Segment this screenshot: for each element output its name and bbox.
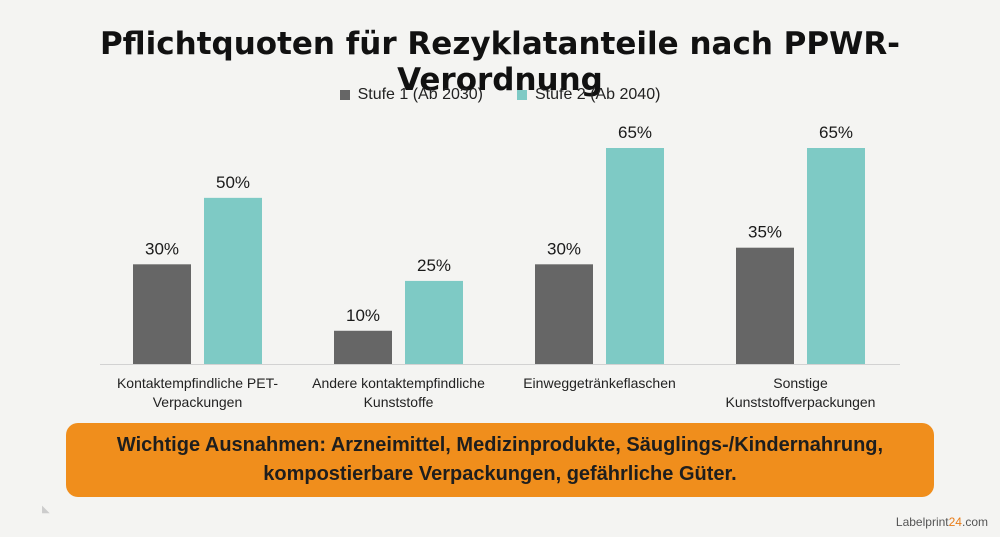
legend-swatch-stufe-2 bbox=[517, 90, 527, 100]
category-label-2-line-1: Andere kontaktempfindliche bbox=[312, 375, 485, 391]
category-label-4-line-2: Kunststoffverpackungen bbox=[726, 394, 876, 410]
exceptions-line-2: kompostierbare Verpackungen, gefährliche… bbox=[263, 463, 737, 485]
exceptions-banner: Wichtige Ausnahmen: Arzneimittel, Medizi… bbox=[66, 423, 934, 497]
bar-2-1 bbox=[204, 197, 262, 364]
bar-1-2 bbox=[334, 330, 392, 364]
chart-title: Pflichtquoten für Rezyklatanteile nach P… bbox=[99, 26, 901, 98]
data-label-1-4: 35% bbox=[748, 223, 782, 242]
category-label-2-line-2: Kunststoffe bbox=[364, 394, 434, 410]
legend-item-stufe-1: Stufe 1 (Ab 2030) bbox=[339, 86, 483, 104]
data-label-1-1: 30% bbox=[145, 239, 179, 258]
bar-2-2 bbox=[405, 280, 463, 364]
chart-legend: Stufe 1 (Ab 2030) Stufe 2 (Ab 2040) bbox=[0, 86, 1000, 104]
data-label-1-2: 10% bbox=[346, 306, 380, 325]
bar-chart: 30% 50% Kontaktempfindliche PET- Verpackung… bbox=[100, 123, 900, 410]
category-label-1-line-1: Kontaktempfindliche PET- bbox=[117, 375, 278, 391]
data-label-2-1: 50% bbox=[216, 173, 250, 192]
data-label-2-4: 65% bbox=[819, 123, 853, 142]
data-label-2-3: 65% bbox=[618, 123, 652, 142]
bar-2-3 bbox=[606, 148, 664, 364]
corner-mark-icon: ◣ bbox=[42, 504, 50, 515]
legend-item-stufe-2: Stufe 2 (Ab 2040) bbox=[517, 86, 660, 104]
exceptions-line-1: Wichtige Ausnahmen: Arzneimittel, Medizi… bbox=[116, 434, 884, 456]
legend-label-stufe-1: Stufe 1 (Ab 2030) bbox=[357, 86, 483, 103]
bar-1-3 bbox=[535, 264, 593, 364]
legend-label-stufe-2: Stufe 2 (Ab 2040) bbox=[535, 86, 661, 103]
brand-logo: Labelprint24.com bbox=[896, 515, 988, 529]
brand-suffix: .com bbox=[961, 515, 988, 529]
category-label-1-line-2: Verpackungen bbox=[153, 394, 243, 410]
bar-1-1 bbox=[133, 264, 191, 364]
bar-2-4 bbox=[807, 148, 865, 364]
bar-1-4 bbox=[736, 247, 794, 364]
category-label-4-line-1: Sonstige bbox=[773, 375, 828, 391]
brand-accent: 24 bbox=[948, 515, 962, 529]
brand-name: Labelprint bbox=[895, 515, 949, 529]
category-label-3-line-1: Einweggetränkeflaschen bbox=[523, 375, 676, 391]
data-label-1-3: 30% bbox=[547, 239, 581, 258]
legend-swatch-stufe-1 bbox=[339, 90, 350, 100]
data-label-2-2: 25% bbox=[417, 256, 451, 275]
